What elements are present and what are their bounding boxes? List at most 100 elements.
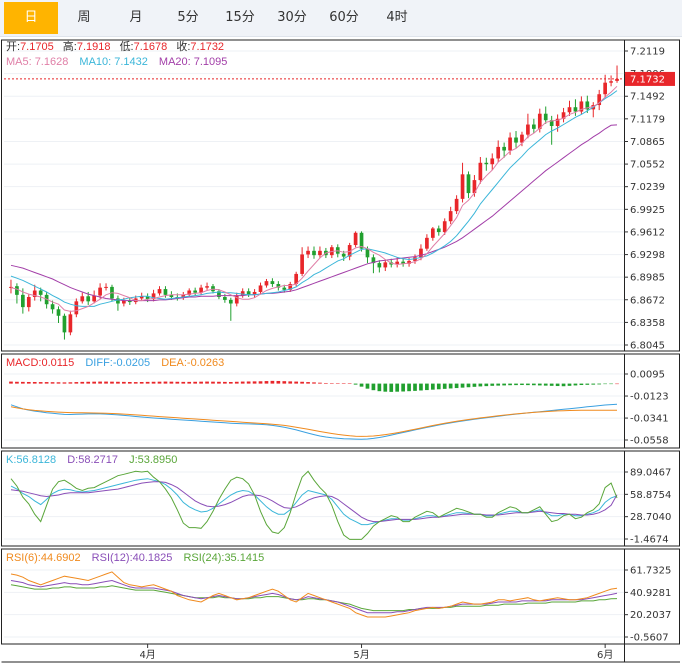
macd-bar xyxy=(217,381,221,384)
candle-body xyxy=(264,281,269,286)
macd-bar xyxy=(98,381,102,384)
k-value: 56.8128 xyxy=(16,454,56,466)
macd-bar xyxy=(324,382,328,384)
candle-body xyxy=(187,290,192,295)
macd-bar xyxy=(234,381,239,384)
candle-body xyxy=(199,287,203,293)
macd-bar xyxy=(532,383,536,386)
candle-body xyxy=(567,107,572,113)
macd-legend: MACD: xyxy=(6,357,41,369)
kdj-tick-label: -1.4674 xyxy=(630,535,669,546)
macd-bar xyxy=(425,383,429,391)
macd-bar xyxy=(56,382,61,384)
tab-5min[interactable]: 5分 xyxy=(177,10,199,25)
tab-30min[interactable]: 30分 xyxy=(277,10,307,25)
macd-bar xyxy=(62,382,67,384)
kline-chart[interactable]: 7.21197.18067.14927.11797.08657.05527.02… xyxy=(0,36,682,670)
candle-body xyxy=(122,300,126,304)
dea-line xyxy=(10,406,617,437)
candle-body xyxy=(585,101,590,110)
candle-body xyxy=(460,174,465,199)
macd-panel-frame xyxy=(1,353,680,449)
macd-bar xyxy=(163,381,168,384)
axis-labels: 7.21197.18067.14927.11797.08657.05527.02… xyxy=(139,47,671,662)
candle-body xyxy=(288,284,293,290)
d-value: 58.2717 xyxy=(78,454,118,466)
candle-body xyxy=(543,113,548,121)
macd-bar xyxy=(419,383,423,391)
low-label: 低: xyxy=(120,40,134,53)
candle-body xyxy=(537,113,542,129)
tab-15min[interactable]: 15分 xyxy=(225,10,255,25)
macd-bar xyxy=(490,383,495,386)
candle-body xyxy=(98,287,102,296)
macd-bar xyxy=(15,381,19,384)
macd-bar xyxy=(377,383,382,392)
candle-body xyxy=(318,250,322,256)
candle-body xyxy=(258,285,263,292)
diff-value: -0.0205 xyxy=(113,357,150,369)
tab-60min[interactable]: 60分 xyxy=(329,10,359,25)
macd-bar xyxy=(127,381,132,384)
candle-body xyxy=(169,294,174,298)
rsi24-value: 35.1415 xyxy=(224,552,264,564)
macd-bar xyxy=(282,381,287,384)
macd-bar xyxy=(484,383,489,387)
current-price-box xyxy=(625,71,675,86)
legends: 开:7.1705 高:7.1918 低:7.1678 收:7.1732 MA5:… xyxy=(6,39,264,564)
macd-bar xyxy=(353,383,358,385)
dea-legend: DEA: xyxy=(161,357,187,369)
candle-body xyxy=(104,286,108,288)
ma10-line xyxy=(10,90,618,307)
candle-body xyxy=(561,112,566,119)
candle-body xyxy=(502,146,506,151)
high-value: 7.1918 xyxy=(77,41,111,53)
candle-body xyxy=(151,293,156,300)
rsi6-value: 44.6902 xyxy=(41,552,81,564)
candle-body xyxy=(615,78,619,81)
macd-tick-label: -0.0558 xyxy=(630,436,669,447)
macd-bar xyxy=(472,383,477,387)
open-value: 7.1705 xyxy=(20,41,54,53)
ma5-legend: MA5: xyxy=(6,56,32,68)
tab-day[interactable]: 日 xyxy=(4,2,58,34)
candle-body xyxy=(62,315,67,333)
candle-body xyxy=(436,228,441,233)
high-label: 高: xyxy=(63,39,77,53)
macd-bar xyxy=(609,383,613,385)
candle-body xyxy=(163,289,168,295)
macd-bar xyxy=(181,381,186,384)
tab-month[interactable]: 月 xyxy=(129,10,143,25)
macd-bar xyxy=(478,383,483,387)
rsi6-legend: RSI(6): xyxy=(6,552,41,564)
price-tick-label: 7.0865 xyxy=(630,137,665,148)
rsi12-legend: RSI(12): xyxy=(92,552,133,564)
svg-text:K:56.8128 D:58.2717: K:56.8128 D:58.2717 J:53.8950 xyxy=(6,454,177,466)
svg-text:MA5:7.1628 MA10:7.1432: MA5: 7.1628 MA10: 7.1432 MA20: 7.1095 xyxy=(6,56,227,68)
candle-body xyxy=(223,297,227,300)
price-tick-label: 6.8358 xyxy=(630,318,665,329)
d-line xyxy=(10,481,618,523)
tab-week[interactable]: 周 xyxy=(77,10,91,25)
diff-legend: DIFF: xyxy=(85,357,113,369)
macd-bar xyxy=(288,381,293,384)
candle-body xyxy=(145,296,150,300)
macd-bar xyxy=(264,381,269,384)
macd-bar xyxy=(110,381,114,384)
candle-body xyxy=(555,118,560,126)
macd-bar xyxy=(430,383,435,390)
candle-body xyxy=(300,254,304,274)
macd-bar xyxy=(603,383,607,385)
candle-body xyxy=(74,301,79,315)
tab-4hour[interactable]: 4时 xyxy=(386,10,408,25)
candle-body xyxy=(205,286,209,288)
macd-bar xyxy=(193,381,198,384)
macd-bar xyxy=(306,382,310,384)
price-panel-frame xyxy=(1,39,680,352)
macd-bar xyxy=(549,383,554,386)
candle-body xyxy=(9,286,13,288)
macd-bar xyxy=(318,382,322,384)
macd-bar xyxy=(502,383,506,386)
macd-bar xyxy=(573,383,578,386)
macd-bar xyxy=(175,381,180,384)
